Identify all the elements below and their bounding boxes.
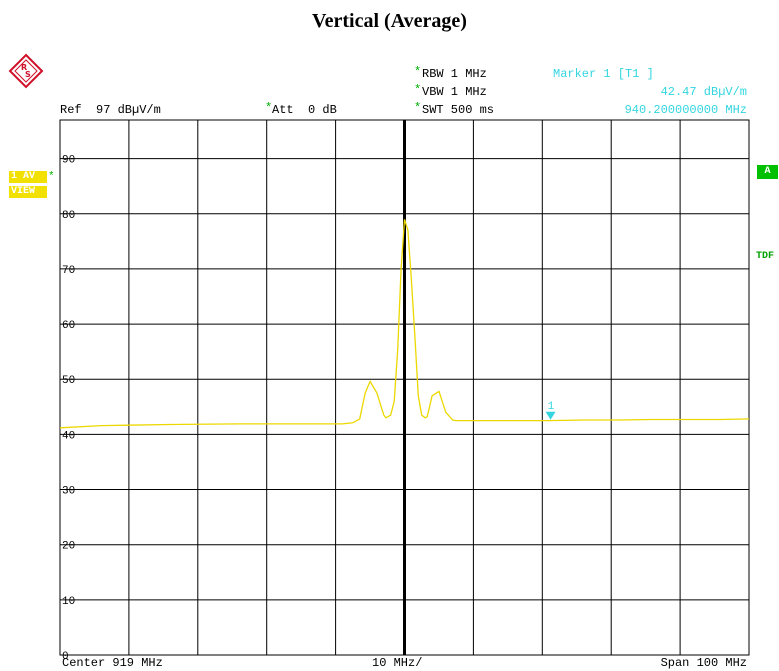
y-tick-label: 10 (62, 596, 75, 608)
trace-view-text: VIEW (11, 186, 36, 197)
marker-number-label: 1 (548, 401, 555, 413)
rohde-schwarz-logo: R S (8, 53, 44, 89)
y-tick-label: 90 (62, 155, 75, 167)
vbw-label: VBW 1 MHz (422, 85, 487, 99)
svg-text:R: R (21, 63, 27, 72)
attenuation-label: Att 0 dB (272, 103, 337, 117)
marker-title: Marker 1 [T1 ] (553, 67, 654, 81)
svg-text:S: S (25, 70, 31, 79)
y-tick-label: 60 (62, 320, 75, 332)
span-label: Span 100 MHz (660, 656, 747, 670)
trace-view-badge: VIEW (9, 186, 47, 198)
att-star: * (265, 101, 273, 115)
frequency-per-division-label: 10 MHz/ (372, 656, 423, 670)
vbw-star: * (414, 83, 422, 97)
grid (59, 119, 750, 656)
rbw-label: RBW 1 MHz (422, 67, 487, 81)
trace-layer (59, 219, 750, 429)
trace-line (59, 219, 750, 429)
marker-level: 42.47 dBµV/m (660, 85, 747, 99)
y-tick-label: 80 (62, 210, 75, 222)
rbw-star: * (414, 65, 422, 79)
y-tick-label: 40 (62, 430, 75, 442)
y-tick-label: 0 (62, 651, 69, 663)
trace-mode-badge: 1 AV (9, 171, 47, 183)
chart-title: Vertical (Average) (312, 10, 467, 32)
ref-level-label: Ref 97 dBµV/m (60, 103, 161, 117)
sweep-time-label: SWT 500 ms (422, 103, 495, 117)
swt-star: * (414, 101, 422, 115)
y-tick-label: 50 (62, 375, 75, 387)
y-axis-ticks: 0 10 20 30 40 50 60 70 80 90 (62, 155, 75, 663)
center-frequency-label: Center 919 MHz (62, 656, 163, 670)
marker-layer: 1 (545, 401, 556, 420)
trace-mode-star: * (48, 171, 55, 183)
y-tick-label: 20 (62, 541, 75, 553)
marker-triangle (545, 411, 556, 420)
y-tick-label: 70 (62, 265, 75, 277)
marker-frequency: 940.200000000 MHz (624, 103, 747, 117)
trace-a-badge: A (757, 165, 778, 179)
tdf-badge: TDF (756, 251, 775, 262)
y-tick-label: 30 (62, 486, 75, 498)
trace-mode-text: 1 AV (11, 171, 36, 182)
